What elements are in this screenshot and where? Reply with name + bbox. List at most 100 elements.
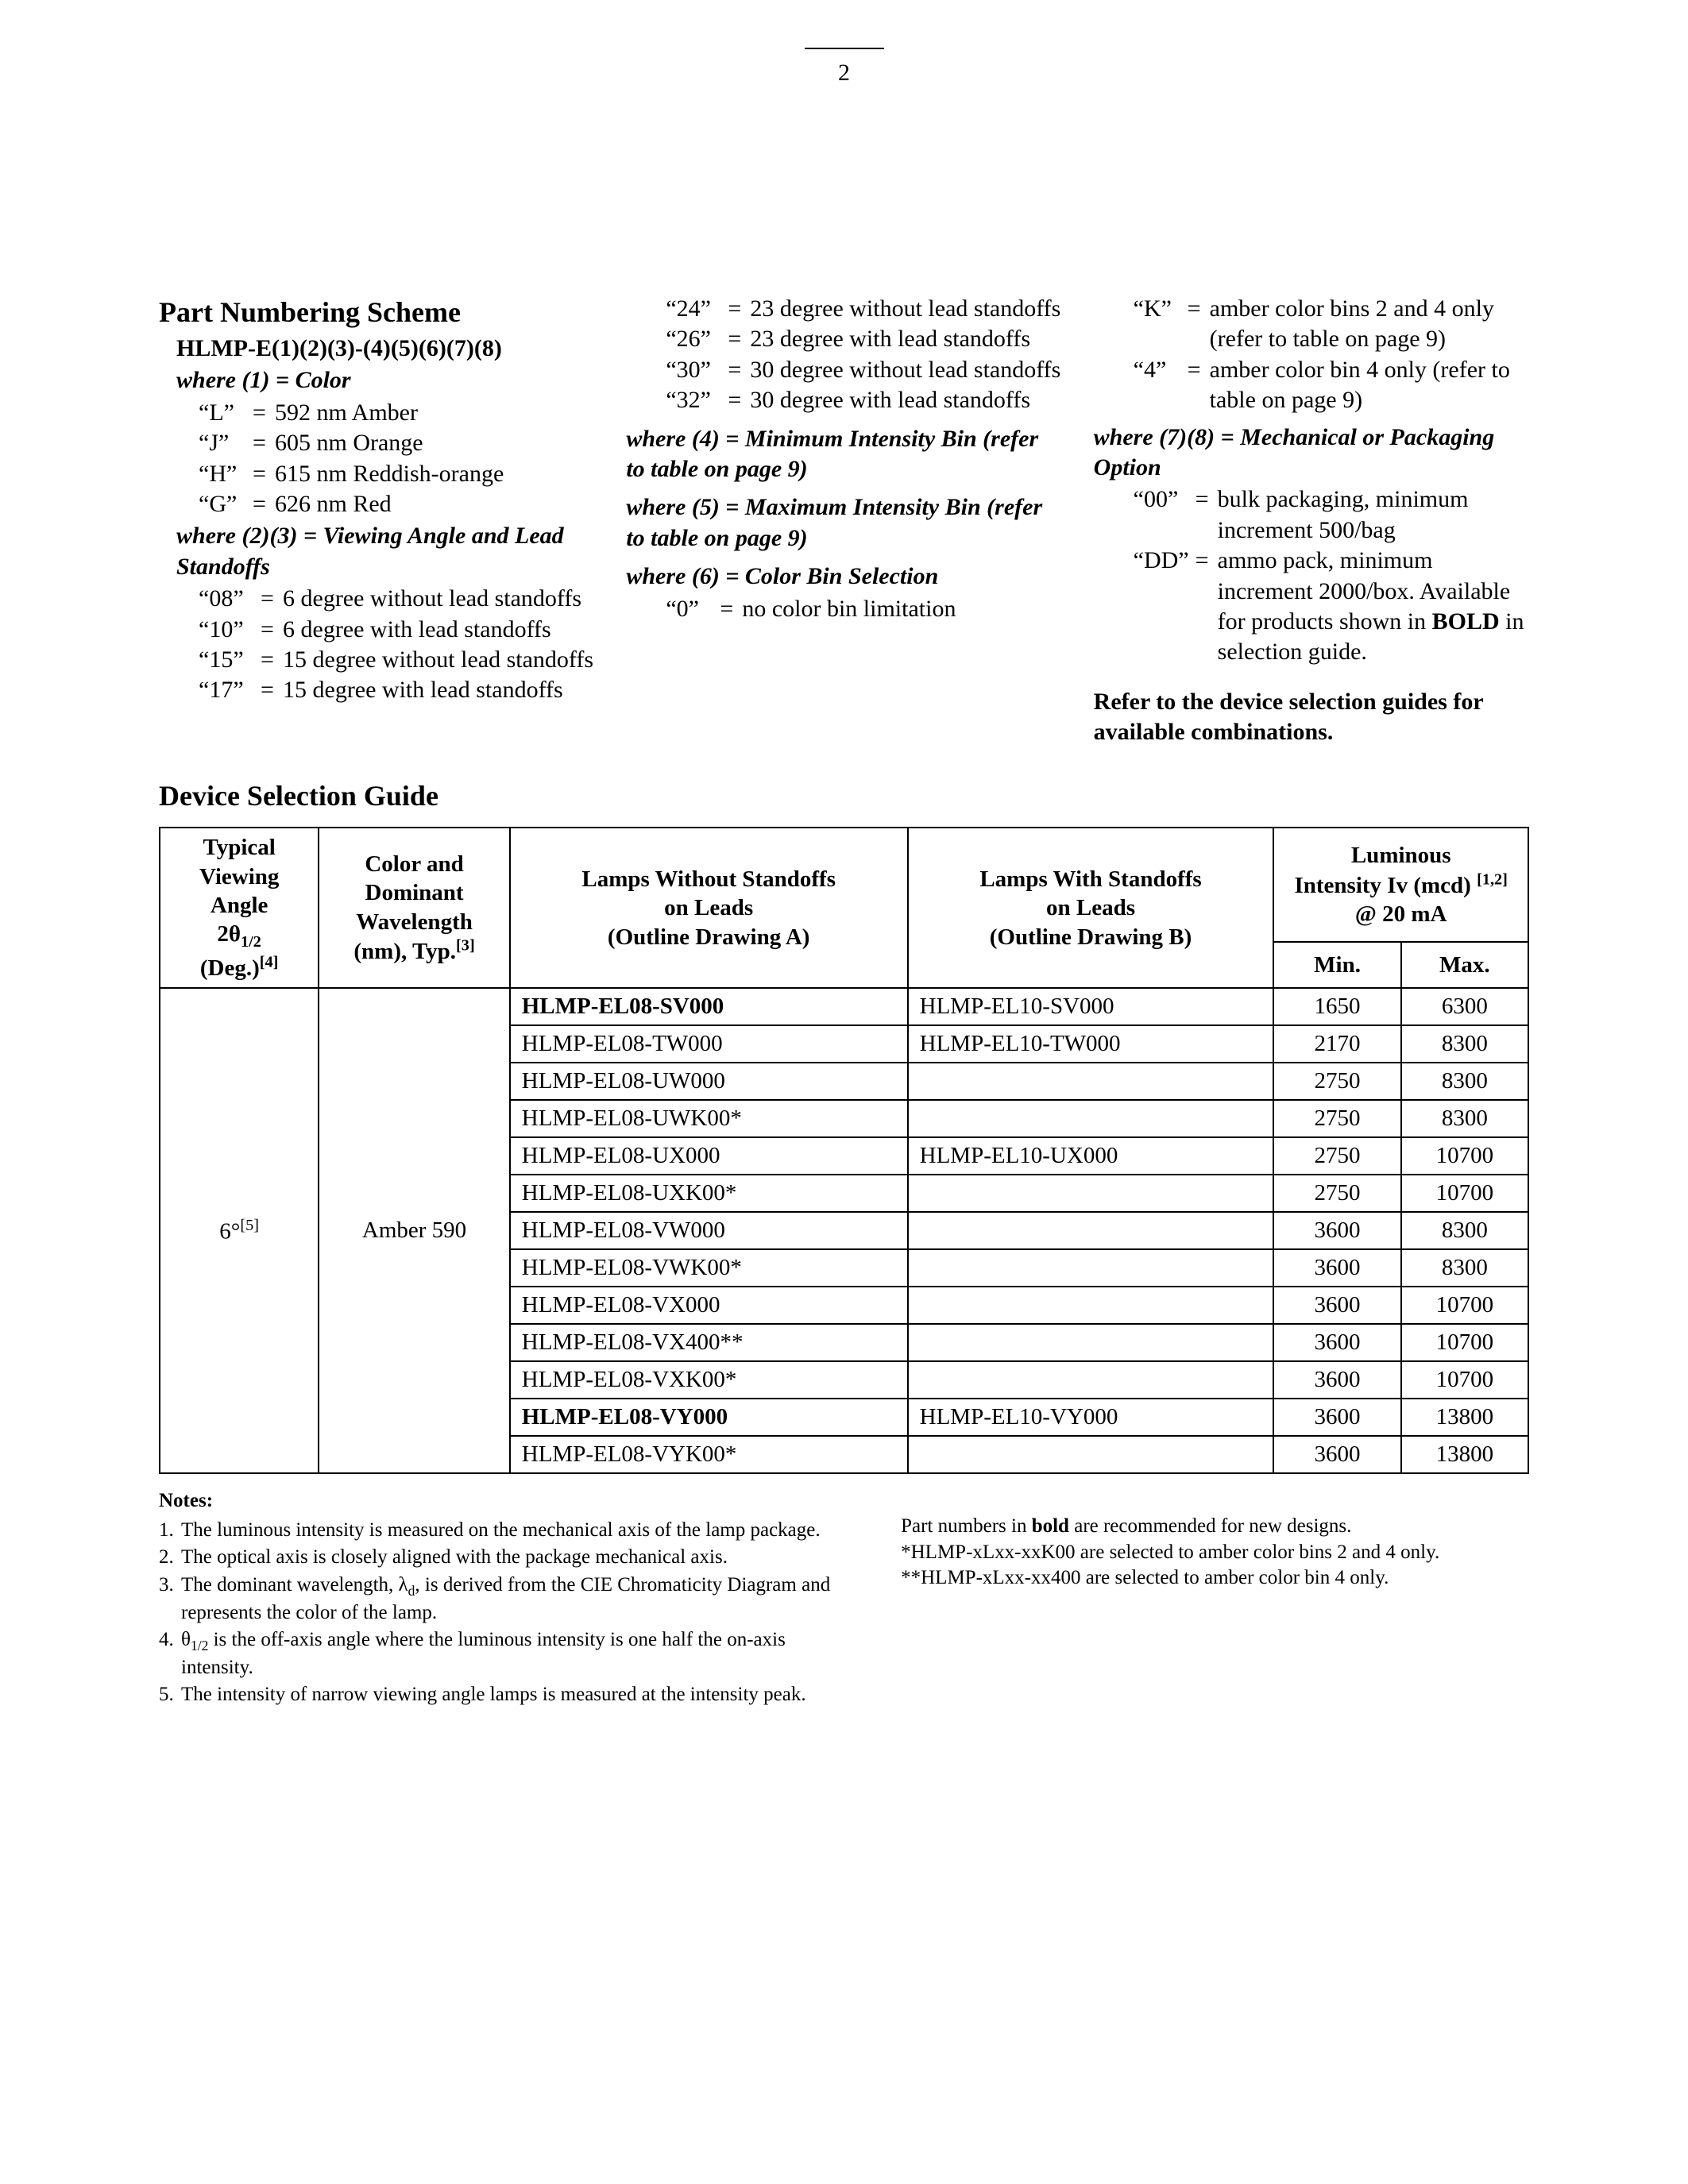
cell-min: 2170 xyxy=(1273,1025,1400,1063)
def-item: “17”=15 degree with lead standoffs xyxy=(199,675,594,705)
def-item: “DD”=ammo pack, minimum increment 2000/b… xyxy=(1134,546,1529,668)
cell-min: 1650 xyxy=(1273,988,1400,1025)
where5-label: where (5) = Maximum Intensity Bin (refer… xyxy=(626,492,1061,554)
cell-min: 3600 xyxy=(1273,1436,1400,1473)
cell-color: Amber 590 xyxy=(319,988,509,1473)
def-item: “J”=605 nm Orange xyxy=(199,428,594,458)
where78-label: where (7)(8) = Mechanical or Packaging O… xyxy=(1094,423,1529,484)
cell-part-a: HLMP-EL08-VWK00* xyxy=(510,1249,908,1287)
cell-min: 2750 xyxy=(1273,1175,1400,1212)
page: 2 Part Numbering Scheme HLMP-E(1)(2)(3)-… xyxy=(0,0,1688,2184)
def-item: “00”=bulk packaging, minimum increment 5… xyxy=(1134,484,1529,546)
th-max: Max. xyxy=(1401,942,1528,988)
def-item: “L”=592 nm Amber xyxy=(199,398,594,428)
def-item: “24”=23 degree without lead standoffs xyxy=(666,294,1061,324)
th-standoff: Lamps With Standoffs on Leads (Outline D… xyxy=(908,828,1274,988)
def-item: “32”=30 degree with lead standoffs xyxy=(666,385,1061,415)
notes-title: Notes: xyxy=(159,1488,853,1515)
cell-min: 3600 xyxy=(1273,1361,1400,1399)
cell-max: 10700 xyxy=(1401,1175,1528,1212)
th-min: Min. xyxy=(1273,942,1400,988)
scheme-pattern: HLMP-E(1)(2)(3)-(4)(5)(6)(7)(8) xyxy=(176,334,594,364)
notes-right: Part numbers in bold are recommended for… xyxy=(901,1488,1529,1710)
cell-max: 10700 xyxy=(1401,1287,1528,1324)
note-5: 5.The intensity of narrow viewing angle … xyxy=(159,1682,853,1708)
cell-max: 8300 xyxy=(1401,1212,1528,1249)
content: Part Numbering Scheme HLMP-E(1)(2)(3)-(4… xyxy=(159,294,1529,1710)
def-item: “0”=no color bin limitation xyxy=(666,594,1061,624)
cell-min: 3600 xyxy=(1273,1287,1400,1324)
th-luminous: Luminous Intensity Iv (mcd) [1,2] @ 20 m… xyxy=(1273,828,1528,942)
note-1: 1.The luminous intensity is measured on … xyxy=(159,1518,853,1544)
three-columns: Part Numbering Scheme HLMP-E(1)(2)(3)-(4… xyxy=(159,294,1529,747)
cell-min: 3600 xyxy=(1273,1212,1400,1249)
cell-part-b xyxy=(908,1175,1274,1212)
cell-part-a: HLMP-EL08-SV000 xyxy=(510,988,908,1025)
table-row: 6°[5]Amber 590HLMP-EL08-SV000HLMP-EL10-S… xyxy=(160,988,1528,1025)
cell-max: 6300 xyxy=(1401,988,1528,1025)
where1-label: where (1) = Color xyxy=(176,365,594,396)
def-item: “30”=30 degree without lead standoffs xyxy=(666,355,1061,385)
cell-max: 10700 xyxy=(1401,1361,1528,1399)
cell-part-b xyxy=(908,1249,1274,1287)
where23-label: where (2)(3) = Viewing Angle and Lead St… xyxy=(176,521,594,582)
cell-part-a: HLMP-EL08-VY000 xyxy=(510,1399,908,1436)
cell-part-b xyxy=(908,1100,1274,1137)
cell-min: 2750 xyxy=(1273,1137,1400,1175)
cell-part-a: HLMP-EL08-VW000 xyxy=(510,1212,908,1249)
cell-part-b: HLMP-EL10-UX000 xyxy=(908,1137,1274,1175)
def-item: “H”=615 nm Reddish-orange xyxy=(199,459,594,489)
cell-min: 2750 xyxy=(1273,1100,1400,1137)
notes-right-line3: **HLMP-xLxx-xx400 are selected to amber … xyxy=(901,1565,1529,1592)
cell-part-b xyxy=(908,1324,1274,1361)
notes: Notes: 1.The luminous intensity is measu… xyxy=(159,1488,1529,1710)
scheme-title: Part Numbering Scheme xyxy=(159,294,594,330)
cell-max: 8300 xyxy=(1401,1100,1528,1137)
cell-max: 13800 xyxy=(1401,1436,1528,1473)
page-number-rule xyxy=(805,48,884,49)
cell-part-a: HLMP-EL08-VX000 xyxy=(510,1287,908,1324)
cell-min: 3600 xyxy=(1273,1399,1400,1436)
def-item: “15”=15 degree without lead standoffs xyxy=(199,645,594,675)
where78-list: “00”=bulk packaging, minimum increment 5… xyxy=(1094,484,1529,667)
cell-part-b: HLMP-EL10-VY000 xyxy=(908,1399,1274,1436)
where6-label: where (6) = Color Bin Selection xyxy=(626,561,1061,592)
th-color: Color and Dominant Wavelength (nm), Typ.… xyxy=(319,828,509,988)
cell-part-b xyxy=(908,1212,1274,1249)
cell-part-b xyxy=(908,1436,1274,1473)
where23a-list: “08”=6 degree without lead standoffs“10”… xyxy=(159,584,594,706)
where6b-list: “K”=amber color bins 2 and 4 only (refer… xyxy=(1094,294,1529,416)
cell-part-a: HLMP-EL08-UX000 xyxy=(510,1137,908,1175)
cell-min: 3600 xyxy=(1273,1324,1400,1361)
cell-part-a: HLMP-EL08-VYK00* xyxy=(510,1436,908,1473)
def-item: “4”=amber color bin 4 only (refer to tab… xyxy=(1134,355,1529,416)
table-head: Typical Viewing Angle 2θ1/2 (Deg.)[4] Co… xyxy=(160,828,1528,988)
cell-max: 8300 xyxy=(1401,1249,1528,1287)
cell-part-a: HLMP-EL08-UWK00* xyxy=(510,1100,908,1137)
cell-min: 2750 xyxy=(1273,1063,1400,1100)
def-item: “10”=6 degree with lead standoffs xyxy=(199,615,594,645)
col-3: “K”=amber color bins 2 and 4 only (refer… xyxy=(1094,294,1529,747)
def-item: “G”=626 nm Red xyxy=(199,489,594,519)
page-number: 2 xyxy=(838,60,850,87)
cell-min: 3600 xyxy=(1273,1249,1400,1287)
notes-left: Notes: 1.The luminous intensity is measu… xyxy=(159,1488,853,1710)
cell-angle: 6°[5] xyxy=(160,988,319,1473)
cell-part-b xyxy=(908,1287,1274,1324)
cell-part-a: HLMP-EL08-TW000 xyxy=(510,1025,908,1063)
note-2: 2.The optical axis is closely aligned wi… xyxy=(159,1545,853,1571)
table-body: 6°[5]Amber 590HLMP-EL08-SV000HLMP-EL10-S… xyxy=(160,988,1528,1473)
def-item: “K”=amber color bins 2 and 4 only (refer… xyxy=(1134,294,1529,355)
col-2: “24”=23 degree without lead standoffs“26… xyxy=(626,294,1061,747)
cell-max: 8300 xyxy=(1401,1063,1528,1100)
def-item: “08”=6 degree without lead standoffs xyxy=(199,584,594,614)
notes-right-line1: Part numbers in bold are recommended for… xyxy=(901,1514,1529,1540)
col-1: Part Numbering Scheme HLMP-E(1)(2)(3)-(4… xyxy=(159,294,594,747)
selection-table: Typical Viewing Angle 2θ1/2 (Deg.)[4] Co… xyxy=(159,827,1529,1474)
cell-part-a: HLMP-EL08-VX400** xyxy=(510,1324,908,1361)
th-no-standoff: Lamps Without Standoffs on Leads (Outlin… xyxy=(510,828,908,988)
where6a-list: “0”=no color bin limitation xyxy=(626,594,1061,624)
cell-max: 10700 xyxy=(1401,1137,1528,1175)
where4-label: where (4) = Minimum Intensity Bin (refer… xyxy=(626,424,1061,485)
cell-max: 13800 xyxy=(1401,1399,1528,1436)
